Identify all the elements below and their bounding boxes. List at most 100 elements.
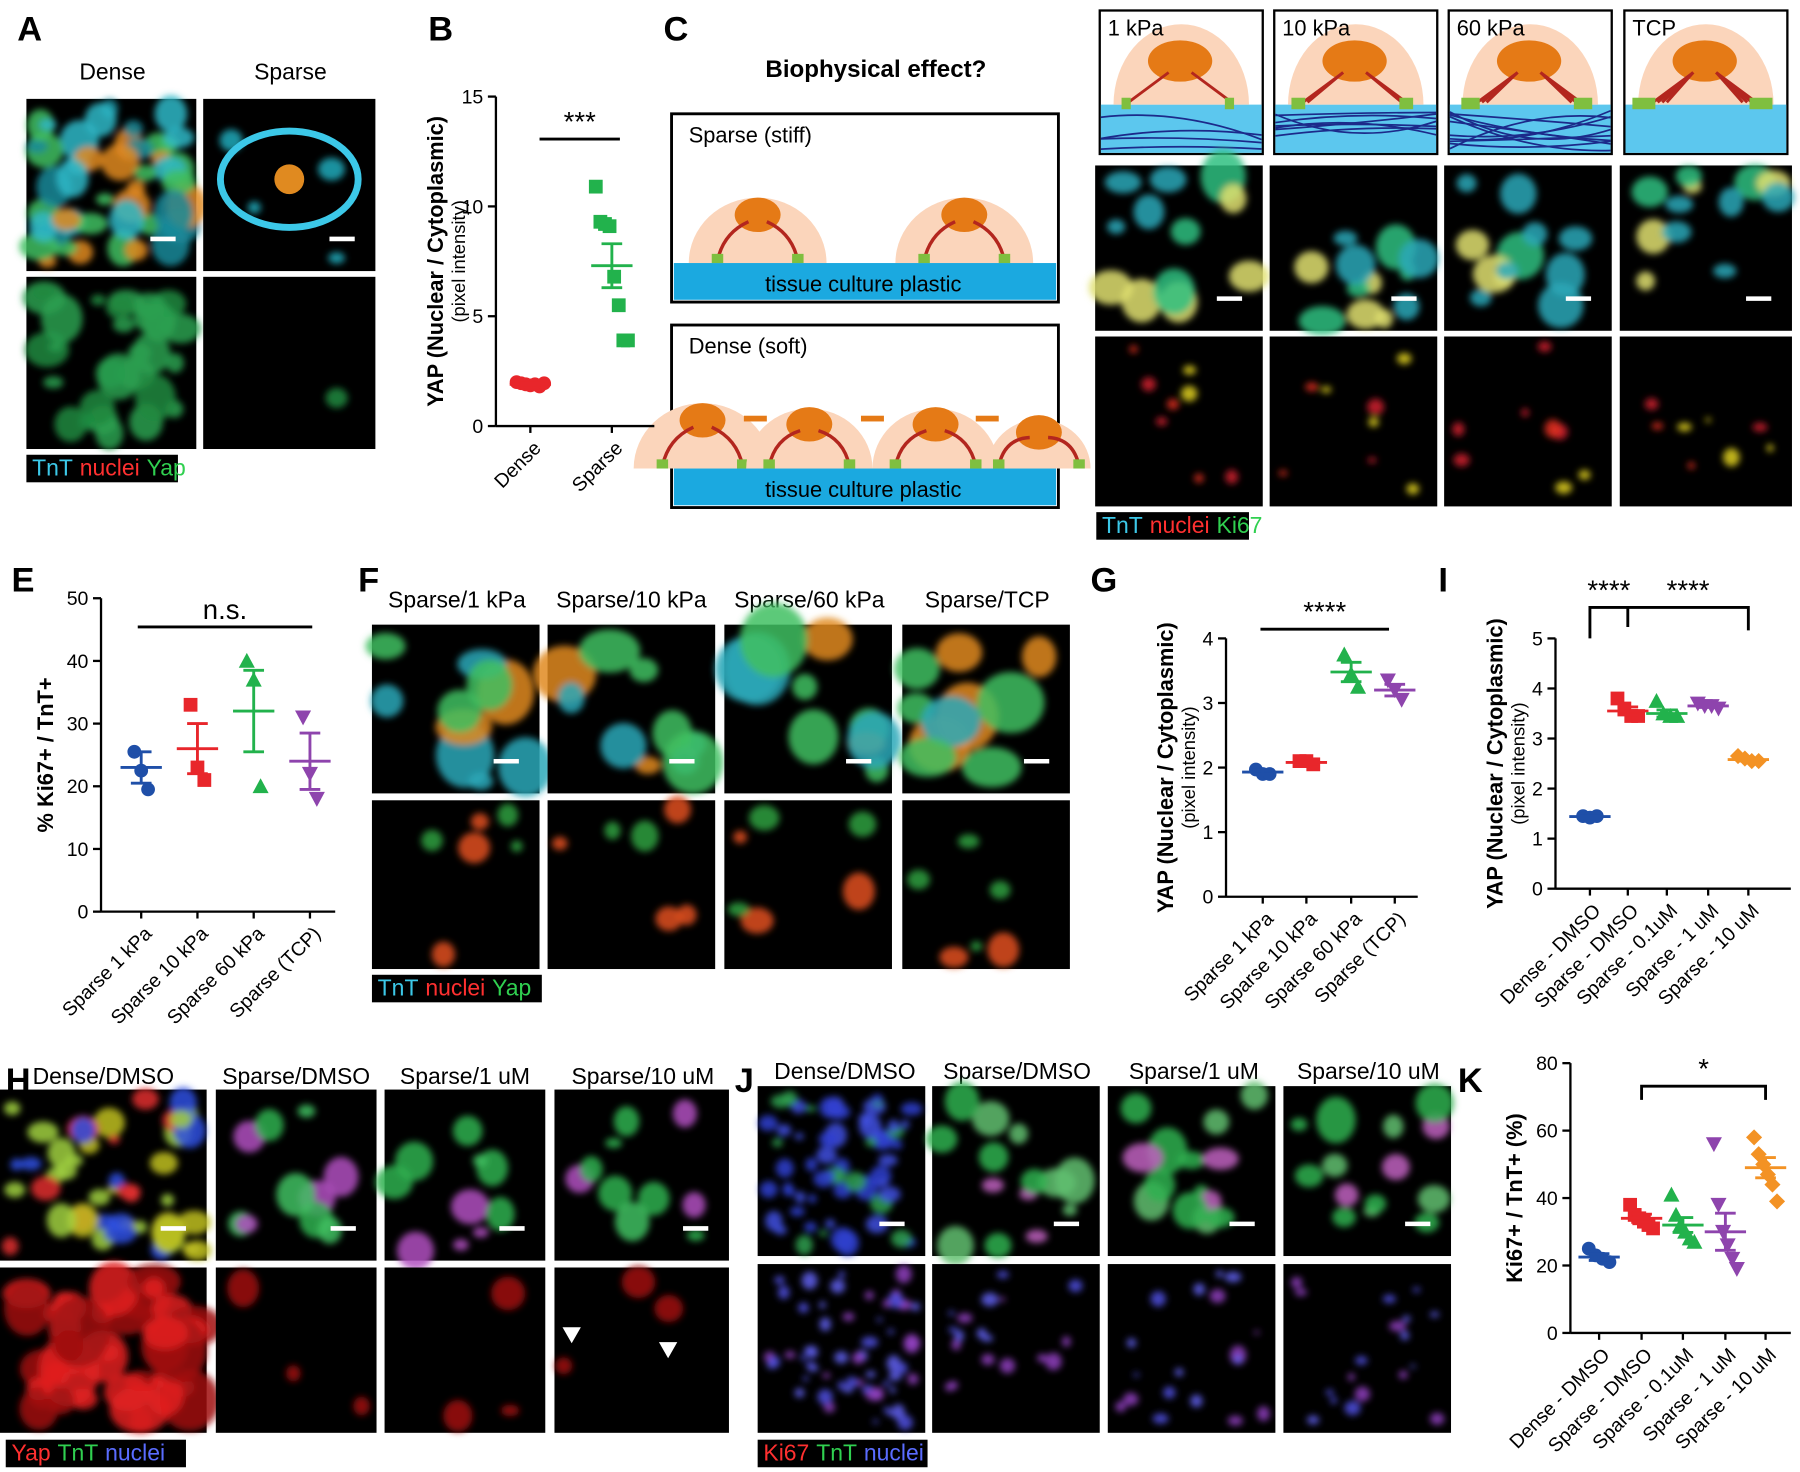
cell-signal (1346, 299, 1385, 330)
substrate-fiber (1449, 111, 1611, 141)
cell-signal (1687, 461, 1696, 470)
cell-signal (1766, 444, 1774, 452)
cell-signal (1631, 176, 1669, 208)
error-bar (1672, 1216, 1694, 1234)
cell-signal (1180, 385, 1198, 402)
diagram-box-label: Dense (soft) (689, 334, 808, 359)
cell-signal (151, 1211, 186, 1252)
cell-signal (510, 840, 523, 852)
legend-box (26, 454, 178, 483)
cell-signal (948, 1326, 958, 1333)
cell-signal (819, 1317, 832, 1332)
cell-signal (143, 1277, 165, 1299)
cell-signal (1045, 1352, 1062, 1371)
legend: TnT nuclei Yap (32, 454, 186, 480)
cell-signal (1215, 1270, 1223, 1278)
cell-signal (1306, 1415, 1320, 1425)
x-tick-label: Sparse 10 kPa (107, 923, 213, 1029)
cell-signal (978, 1142, 1009, 1172)
cell-signal (856, 1379, 865, 1387)
cell-signal (370, 684, 404, 718)
cell-signal (805, 1157, 818, 1172)
cell-signal (1133, 194, 1165, 230)
data-point (1336, 646, 1353, 662)
column-label: Sparse/10 uM (1297, 1058, 1440, 1084)
cell-signal (1389, 1320, 1407, 1332)
substrate-fiber (1100, 137, 1262, 144)
column-label: Sparse/10 uM (571, 1063, 714, 1089)
cell-signal (126, 179, 146, 197)
nucleus (1015, 415, 1062, 450)
substrate (673, 263, 1057, 300)
fiber (1365, 71, 1403, 104)
fiber (1539, 71, 1573, 104)
y-tick-label: 1 (1532, 829, 1543, 851)
cell-signal (1644, 398, 1659, 411)
legend-entry: nuclei (105, 1439, 165, 1465)
cell-signal (981, 1178, 1004, 1193)
cell-signal (777, 1285, 790, 1300)
cell-signal (1150, 1291, 1166, 1307)
cell-signal (551, 836, 568, 851)
cell-signal (1120, 1093, 1152, 1124)
cell-signal (865, 1137, 877, 1147)
adhesion (1573, 97, 1593, 110)
cell-signal (801, 1271, 818, 1290)
cell-signal (889, 1386, 896, 1394)
adhesion (1632, 97, 1656, 110)
data-point (1669, 707, 1686, 723)
cell-signal (4, 1281, 51, 1336)
cell-signal (1209, 1289, 1226, 1304)
cell-signal (1335, 244, 1376, 286)
cell-signal (907, 1373, 919, 1385)
cell-signal (1305, 382, 1319, 392)
substrate-fiber (1275, 127, 1437, 137)
cell-signal (800, 1354, 807, 1361)
cell-signal (961, 747, 1022, 788)
error-bar (1296, 759, 1317, 766)
error-bar (243, 668, 265, 754)
error-bar (1755, 1156, 1776, 1180)
cell-signal (1367, 398, 1385, 416)
cell-signal (883, 1406, 891, 1413)
micrograph-signal (555, 1265, 684, 1375)
cell-signal (500, 1404, 520, 1417)
cell-signal (844, 1171, 866, 1192)
panel-label: G (1091, 561, 1118, 599)
micrograph (203, 276, 376, 450)
cell-signal (1298, 306, 1346, 336)
significance-bracket (1627, 605, 1750, 631)
cell-signal (895, 1264, 912, 1284)
cell-signal (1202, 1147, 1239, 1170)
data-point (1350, 678, 1367, 694)
cell-signal (1149, 166, 1187, 193)
y-tick-label: 50 (67, 588, 89, 610)
diagram-box-label: TCP (1632, 16, 1676, 41)
cell-signal (865, 1384, 873, 1392)
error-bar (1588, 1252, 1610, 1262)
cell-signal (758, 1115, 778, 1132)
cell-signal (748, 805, 780, 831)
cell-signal (1500, 173, 1537, 214)
micrograph-signal (365, 632, 553, 797)
substrate (1625, 104, 1787, 153)
cell-signal (775, 1158, 794, 1178)
cell-signal (133, 164, 157, 182)
micrograph (1107, 1264, 1276, 1433)
cell-signal (819, 1096, 842, 1119)
cell-signal (936, 633, 983, 672)
cell-signal (46, 1203, 76, 1238)
column-label: Sparse/DMSO (222, 1063, 370, 1089)
cell-signal (1558, 226, 1593, 251)
cell-signal (104, 1373, 151, 1412)
substrate-label: tissue culture plastic (765, 272, 961, 297)
cell-signal (1402, 1315, 1411, 1323)
cell-signal (937, 1225, 974, 1266)
column-label: Dense (79, 58, 145, 84)
substrate-fiber (1275, 114, 1437, 124)
cell-signal (807, 1364, 819, 1372)
cell-signal (1227, 1415, 1243, 1426)
substrate-fiber (1449, 115, 1611, 138)
cell-signal (847, 711, 902, 769)
data-point (1724, 1251, 1741, 1267)
